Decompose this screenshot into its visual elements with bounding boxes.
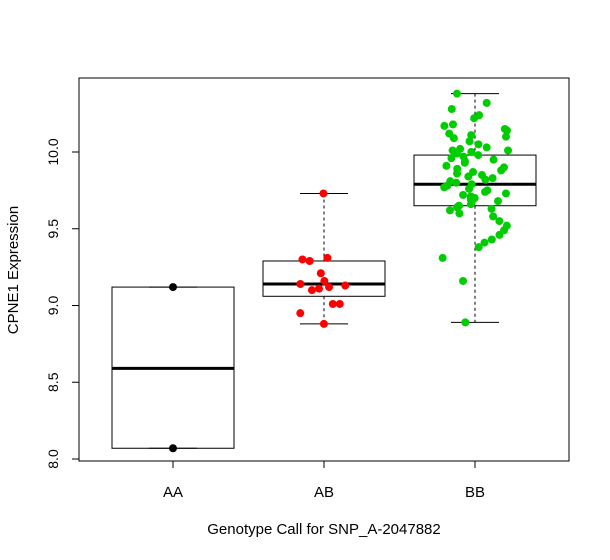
data-point-bb — [452, 178, 461, 187]
box-rect — [262, 260, 386, 297]
x-tick-label: AB — [314, 484, 334, 501]
y-tick-label: 9.5 — [45, 219, 61, 239]
data-point-ab — [328, 299, 337, 308]
data-point-bb — [452, 89, 461, 98]
data-point-bb — [465, 137, 474, 146]
data-point-ab — [323, 253, 332, 262]
data-point-bb — [449, 134, 458, 143]
data-point-bb — [494, 197, 503, 206]
data-point-bb — [448, 120, 457, 129]
data-point-bb — [489, 212, 498, 221]
data-point-bb — [504, 146, 513, 155]
data-point-bb — [497, 166, 506, 175]
y-tick-label: 8.5 — [45, 372, 61, 392]
data-point-bb — [459, 190, 468, 199]
data-point-bb — [453, 203, 462, 212]
data-point-bb — [465, 184, 474, 193]
data-point-bb — [482, 98, 491, 107]
x-tick-label: BB — [465, 484, 485, 501]
data-point-bb — [482, 143, 491, 152]
data-point-bb — [455, 209, 464, 218]
data-point-bb — [487, 235, 496, 244]
data-point-bb — [474, 243, 483, 252]
data-point-bb — [501, 132, 510, 141]
data-point-ab — [305, 256, 314, 265]
x-tick-label: AA — [163, 484, 183, 501]
data-point-bb — [487, 204, 496, 213]
data-point-bb — [447, 105, 456, 114]
data-point-ab — [335, 299, 344, 308]
data-point-ab — [315, 284, 324, 293]
plot-frame — [78, 77, 570, 462]
y-axis-label: CPNE1 Expression — [5, 206, 22, 334]
data-point-bb — [470, 114, 479, 123]
data-point-ab — [298, 255, 307, 264]
data-point-bb — [501, 189, 510, 198]
data-point-bb — [459, 276, 468, 285]
data-point-bb — [453, 169, 462, 178]
data-point-bb — [452, 149, 461, 158]
data-point-bb — [438, 253, 447, 262]
data-point-bb — [466, 200, 475, 209]
data-point-bb — [467, 148, 476, 156]
box-bb — [413, 93, 537, 323]
data-point-bb — [442, 161, 451, 170]
data-point-bb — [461, 318, 470, 327]
data-point-bb — [447, 154, 456, 163]
data-point-bb — [488, 174, 497, 183]
data-point-bb — [480, 187, 489, 196]
y-axis: 8.0 8.5 9.0 9.5 10.0 — [45, 138, 80, 469]
y-tick-label: 10.0 — [45, 138, 61, 165]
data-point-bb — [445, 206, 454, 215]
data-point-ab — [296, 309, 305, 318]
data-point-bb — [474, 140, 483, 149]
data-point-bb — [480, 238, 489, 247]
data-point-bb — [440, 121, 449, 130]
data-point-bb — [495, 217, 504, 226]
data-point-bb — [481, 175, 490, 184]
data-point-aa — [169, 283, 177, 292]
boxes-layer — [111, 93, 537, 449]
data-point-ab — [296, 280, 305, 289]
data-point-bb — [440, 183, 449, 192]
data-point-bb — [467, 131, 476, 140]
data-point-ab — [341, 281, 350, 290]
data-point-ab — [325, 283, 334, 292]
x-axis-label: Genotype Call for SNP_A-2047882 — [207, 521, 440, 538]
data-point-ab — [307, 286, 316, 295]
data-point-ab — [319, 189, 328, 198]
data-point-ab — [319, 319, 328, 328]
data-point-ab — [320, 276, 329, 285]
data-point-bb — [464, 172, 473, 181]
x-axis: AA AB BB — [163, 460, 485, 501]
y-tick-label: 9.0 — [45, 296, 61, 316]
data-point-ab — [316, 269, 325, 278]
data-point-bb — [474, 151, 483, 160]
data-point-bb — [489, 155, 498, 164]
y-tick-label: 8.0 — [45, 449, 61, 469]
data-point-bb — [502, 126, 511, 135]
data-point-aa — [169, 444, 177, 453]
data-point-bb — [460, 158, 469, 167]
points-layer — [169, 89, 513, 453]
data-point-bb — [495, 230, 504, 239]
box-aa — [111, 286, 235, 449]
